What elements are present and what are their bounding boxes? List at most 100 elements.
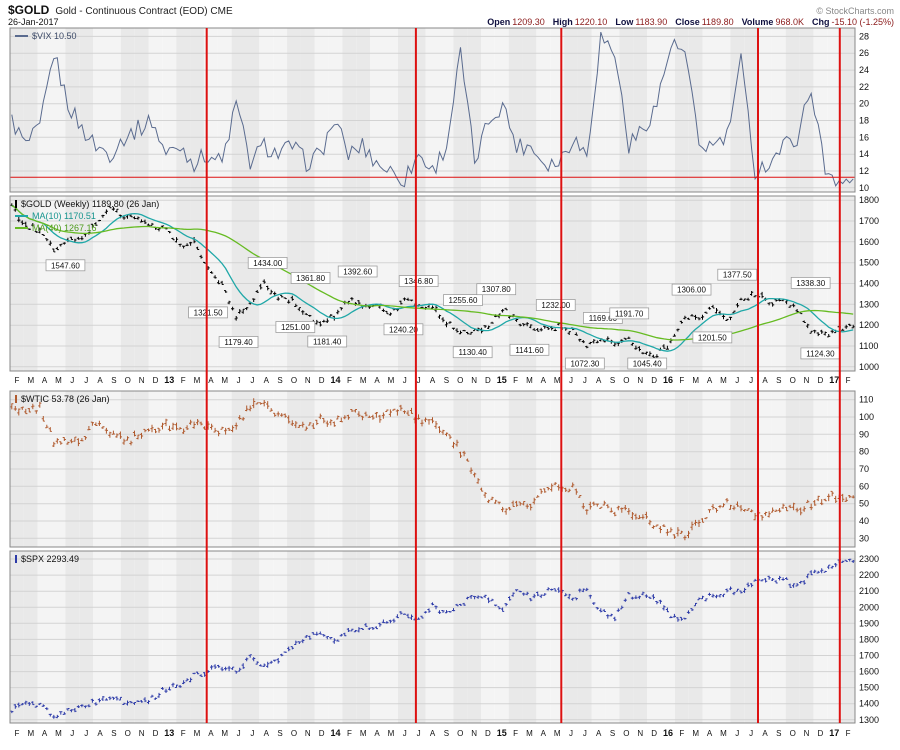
svg-text:24: 24 — [859, 65, 869, 75]
svg-text:M: M — [388, 376, 395, 385]
svg-text:1800: 1800 — [859, 195, 879, 205]
svg-text:M: M — [720, 729, 727, 738]
svg-text:O: O — [125, 376, 131, 385]
quote-change-value: -15.10 (-1.25%) — [831, 17, 894, 27]
svg-text:N: N — [305, 729, 311, 738]
line-swatch-icon — [15, 227, 28, 229]
svg-text:S: S — [111, 729, 116, 738]
svg-text:M: M — [360, 376, 367, 385]
svg-text:O: O — [291, 376, 297, 385]
svg-text:1400: 1400 — [859, 699, 879, 709]
svg-text:F: F — [14, 729, 19, 738]
svg-text:J: J — [749, 729, 753, 738]
svg-text:10: 10 — [859, 183, 869, 193]
svg-text:A: A — [97, 729, 103, 738]
svg-text:60: 60 — [859, 481, 869, 491]
ma40-legend: MA(40) 1267.16 — [15, 223, 97, 233]
svg-text:J: J — [735, 376, 739, 385]
svg-text:16: 16 — [663, 375, 673, 385]
svg-text:M: M — [720, 376, 727, 385]
svg-text:1392.60: 1392.60 — [343, 268, 372, 277]
gold-legend: $GOLD (Weekly) 1189.80 (26 Jan) — [15, 199, 159, 209]
svg-text:16: 16 — [859, 132, 869, 142]
quote-high-label: High — [552, 17, 573, 27]
svg-text:1600: 1600 — [859, 237, 879, 247]
quote-change-label: Chg — [811, 17, 830, 27]
svg-text:F: F — [679, 729, 684, 738]
svg-text:18: 18 — [859, 116, 869, 126]
svg-text:N: N — [471, 729, 477, 738]
svg-text:F: F — [347, 376, 352, 385]
quote-high: High 1220.10 — [553, 17, 608, 27]
svg-text:O: O — [790, 729, 796, 738]
svg-text:N: N — [139, 376, 145, 385]
svg-text:A: A — [596, 376, 602, 385]
svg-text:J: J — [735, 729, 739, 738]
svg-text:N: N — [139, 729, 145, 738]
svg-text:1306.00: 1306.00 — [677, 286, 706, 295]
quote-low-value: 1183.90 — [635, 17, 668, 27]
quote-low-label: Low — [615, 17, 634, 27]
svg-text:A: A — [541, 376, 547, 385]
quote-change: Chg -15.10 (-1.25%) — [812, 17, 894, 27]
svg-text:F: F — [181, 376, 186, 385]
svg-text:26: 26 — [859, 48, 869, 58]
svg-text:D: D — [319, 376, 325, 385]
svg-text:A: A — [541, 729, 547, 738]
svg-text:A: A — [208, 729, 214, 738]
svg-text:1169.60: 1169.60 — [589, 314, 618, 323]
quote-close-label: Close — [675, 17, 700, 27]
svg-text:1201.50: 1201.50 — [698, 333, 727, 342]
quote-row: 26-Jan-2017 Open 1209.30 High 1220.10 Low 1… — [8, 17, 894, 27]
svg-text:M: M — [360, 729, 367, 738]
svg-text:110: 110 — [859, 395, 873, 405]
svg-text:1361.80: 1361.80 — [296, 274, 325, 283]
svg-text:M: M — [526, 729, 533, 738]
svg-text:1307.80: 1307.80 — [482, 285, 511, 294]
quote-volume: Volume 968.0K — [742, 17, 804, 27]
svg-text:S: S — [277, 729, 282, 738]
svg-text:J: J — [84, 729, 88, 738]
svg-text:14: 14 — [859, 149, 869, 159]
svg-text:N: N — [804, 729, 810, 738]
svg-text:M: M — [55, 376, 62, 385]
svg-text:A: A — [374, 729, 380, 738]
svg-text:F: F — [846, 729, 851, 738]
line-swatch-icon — [15, 215, 28, 217]
spx-legend: $SPX 2293.49 — [15, 554, 79, 564]
svg-text:J: J — [250, 729, 254, 738]
svg-text:M: M — [27, 376, 34, 385]
svg-text:80: 80 — [859, 447, 869, 457]
svg-text:O: O — [457, 376, 463, 385]
svg-text:J: J — [403, 376, 407, 385]
svg-text:M: M — [554, 376, 561, 385]
svg-text:90: 90 — [859, 429, 869, 439]
svg-text:D: D — [485, 729, 491, 738]
svg-text:M: M — [388, 729, 395, 738]
svg-text:A: A — [97, 376, 103, 385]
svg-text:1179.40: 1179.40 — [224, 338, 253, 347]
svg-text:22: 22 — [859, 82, 869, 92]
svg-text:N: N — [471, 376, 477, 385]
svg-text:O: O — [790, 376, 796, 385]
quote-open-value: 1209.30 — [512, 17, 545, 27]
svg-text:F: F — [513, 729, 518, 738]
svg-text:30: 30 — [859, 533, 869, 543]
svg-text:13: 13 — [164, 375, 174, 385]
svg-text:1700: 1700 — [859, 651, 879, 661]
svg-text:1600: 1600 — [859, 667, 879, 677]
svg-text:14: 14 — [330, 728, 340, 738]
svg-text:S: S — [111, 376, 116, 385]
svg-text:20: 20 — [859, 99, 869, 109]
svg-text:A: A — [430, 376, 436, 385]
svg-text:M: M — [194, 376, 201, 385]
svg-text:M: M — [692, 729, 699, 738]
svg-text:A: A — [42, 729, 48, 738]
svg-text:D: D — [651, 376, 657, 385]
svg-text:2000: 2000 — [859, 602, 879, 612]
svg-text:J: J — [84, 376, 88, 385]
svg-text:15: 15 — [497, 728, 507, 738]
svg-text:M: M — [554, 729, 561, 738]
quote-volume-label: Volume — [741, 17, 774, 27]
svg-text:1141.60: 1141.60 — [515, 346, 544, 355]
